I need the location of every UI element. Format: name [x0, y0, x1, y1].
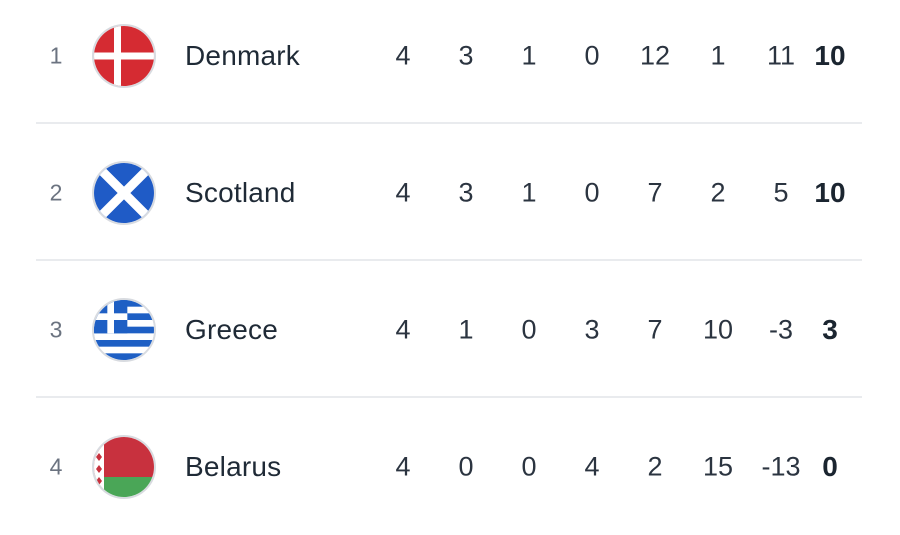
- won: 3: [458, 177, 474, 207]
- goals-for: 7: [647, 177, 663, 207]
- denmark-flag-icon: [92, 23, 156, 88]
- goal-difference: -13: [761, 451, 801, 481]
- drawn: 1: [521, 177, 537, 207]
- drawn: 1: [521, 40, 537, 70]
- goal-difference: 11: [766, 40, 796, 70]
- drawn: 0: [521, 451, 537, 481]
- row-divider: [36, 122, 862, 124]
- team-name[interactable]: Greece: [185, 313, 279, 345]
- table-row[interactable]: 4 Belarus 4 0 0 4 2 15 -13 0: [0, 398, 900, 535]
- table-row[interactable]: 2 Scotland 4 3 1 0 7 2 5 10: [0, 124, 900, 261]
- played: 4: [395, 451, 411, 481]
- row-divider: [36, 259, 862, 261]
- lost: 4: [584, 451, 600, 481]
- points: 10: [814, 176, 846, 208]
- won: 3: [458, 40, 474, 70]
- goals-against: 15: [702, 451, 734, 481]
- points: 0: [822, 450, 838, 482]
- points: 10: [814, 39, 846, 71]
- belarus-flag-icon: [92, 434, 156, 499]
- team-name[interactable]: Denmark: [185, 39, 300, 71]
- won: 1: [458, 314, 474, 344]
- points: 3: [822, 313, 838, 345]
- standings-table: 1 Denmark 4 3 1 0 12 1 11 10 2 Scotland …: [0, 0, 900, 499]
- played: 4: [395, 40, 411, 70]
- scotland-flag-icon: [92, 160, 156, 225]
- lost: 3: [584, 314, 600, 344]
- row-divider: [36, 396, 862, 398]
- lost: 0: [584, 40, 600, 70]
- won: 0: [458, 451, 474, 481]
- lost: 0: [584, 177, 600, 207]
- drawn: 0: [521, 314, 537, 344]
- goals-against: 2: [710, 177, 726, 207]
- goal-difference: 5: [773, 177, 789, 207]
- greece-flag-icon: [92, 297, 156, 362]
- team-name[interactable]: Belarus: [185, 450, 282, 482]
- goals-against: 1: [710, 40, 726, 70]
- rank: 1: [49, 42, 63, 68]
- played: 4: [395, 314, 411, 344]
- played: 4: [395, 177, 411, 207]
- goal-difference: -3: [768, 314, 793, 344]
- rank: 2: [49, 179, 63, 205]
- goals-for: 12: [639, 40, 671, 70]
- goals-against: 10: [702, 314, 734, 344]
- table-row[interactable]: 1 Denmark 4 3 1 0 12 1 11 10: [0, 0, 900, 124]
- goals-for: 7: [647, 314, 663, 344]
- table-row[interactable]: 3 Greece 4 1 0 3 7 10 -3 3: [0, 261, 900, 398]
- rank: 4: [49, 453, 63, 479]
- goals-for: 2: [647, 451, 663, 481]
- team-name[interactable]: Scotland: [185, 176, 296, 208]
- rank: 3: [49, 316, 63, 342]
